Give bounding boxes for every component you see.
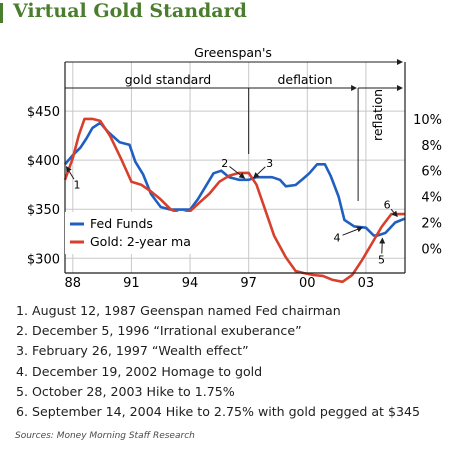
note-4: 4. December 19, 2002 Homage to gold [16,363,263,379]
y-right-tick-label-3: 4% [421,191,442,206]
note-3: 3. February 26, 1997 “Wealth effect” [16,343,249,359]
callout-arrow-6 [390,208,398,218]
y-left-tick-label-3: $300 [27,252,60,267]
y-right-tick-label-0: 10% [413,113,442,128]
callout-label-5: 5 [378,253,385,266]
title-accent-bar [0,3,3,23]
note-5: 5. October 28, 2003 Hike to 1.75% [16,383,235,399]
callout-label-6: 6 [384,199,391,212]
legend-fed-funds-label: Fed Funds [90,216,153,231]
y-right-tick-label-2: 6% [421,165,442,180]
bracket-deflation-label: deflation [277,72,332,87]
x-tick-label-0: 88 [65,276,82,288]
grid [65,62,405,273]
callout-arrow-3 [253,166,266,179]
notes-list: 1. August 12, 1987 Geenspan named Fed ch… [16,301,420,422]
legend-box [65,212,201,254]
callout-label-4: 4 [333,231,340,244]
source-note: Sources: Money Morning Staff Research [15,431,195,441]
x-tick-label-3: 97 [240,276,257,288]
period-brackets: Greenspan's gold standard deflation reflati… [64,45,403,201]
chart-title: Virtual Gold Standard [13,0,247,22]
callout-label-2: 2 [221,157,228,170]
series-line-gold [63,117,405,284]
y-left-tick-label-0: $450 [27,105,60,120]
callout-arrow-1 [66,165,75,180]
x-tick-label-1: 91 [123,276,140,288]
legend: Fed Funds Gold: 2-year ma [65,212,201,254]
note-6: 6. September 14, 2004 Hike to 2.75% with… [16,404,421,420]
legend-gold-label: Gold: 2-year ma [90,234,191,249]
x-tick-label-2: 94 [182,276,199,288]
x-tick-label-4: 00 [299,276,316,288]
note-1: 1. August 12, 1987 Geenspan named Fed ch… [16,303,341,318]
y-right-tick-label-4: 2% [421,217,442,232]
callout-arrow-4 [342,226,364,236]
note-2: 2. December 5, 1996 “Irrational exuberan… [16,323,302,339]
bracket-gold-standard-label: gold standard [125,72,211,87]
callout-arrow-2 [229,166,246,179]
callout-label-1: 1 [74,178,81,191]
callout-arrow-5 [379,237,386,254]
y-left-tick-label-2: $350 [27,203,60,218]
y-right-tick-label-1: 8% [421,139,442,154]
x-tick-label-5: 03 [358,276,375,288]
series [63,117,406,284]
y-left-tick-label-1: $400 [27,154,60,169]
y-right-tick-label-5: 0% [421,242,442,257]
series-line-fed-funds [64,121,406,237]
bracket-reflation-label: reflation [370,89,385,141]
callout-label-3: 3 [266,157,273,170]
chart: Greenspan's gold standard deflation reflati… [27,45,442,288]
bracket-greenspan-label: Greenspan's [194,45,272,60]
callouts: 1 2 3 4 5 6 [66,157,398,266]
